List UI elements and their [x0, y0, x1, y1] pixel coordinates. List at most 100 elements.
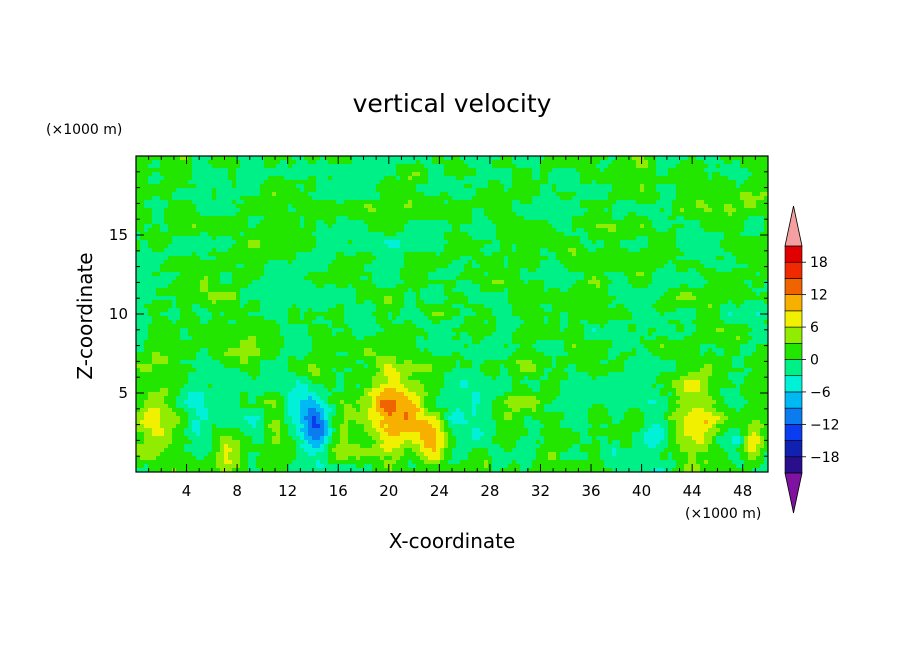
- field-cell: [576, 160, 581, 165]
- field-cell: [680, 168, 685, 173]
- field-cell: [212, 240, 217, 245]
- field-cell: [356, 268, 361, 273]
- field-cell: [520, 204, 525, 209]
- field-cell: [548, 172, 553, 177]
- field-cell: [440, 168, 445, 173]
- field-cell: [252, 248, 257, 253]
- field-cell: [352, 264, 357, 269]
- field-cell: [192, 168, 197, 173]
- field-cell: [580, 256, 585, 261]
- field-cell: [260, 192, 265, 197]
- field-cell: [420, 280, 425, 285]
- field-cell: [504, 248, 509, 253]
- field-cell: [212, 264, 217, 269]
- field-cell: [304, 248, 309, 253]
- field-cell: [320, 256, 325, 261]
- field-cell: [468, 196, 473, 201]
- field-cell: [188, 188, 193, 193]
- field-cell: [540, 180, 545, 185]
- field-cell: [172, 196, 177, 201]
- field-cell: [168, 188, 173, 193]
- field-cell: [460, 164, 465, 169]
- field-cell: [304, 164, 309, 169]
- field-cell: [512, 200, 517, 205]
- field-cell: [220, 216, 225, 221]
- field-cell: [176, 260, 181, 265]
- field-cell: [396, 212, 401, 217]
- field-cell: [760, 172, 765, 177]
- field-cell: [160, 172, 165, 177]
- field-cell: [508, 192, 513, 197]
- field-cell: [592, 232, 597, 237]
- field-cell: [616, 160, 621, 165]
- field-cell: [140, 256, 145, 261]
- field-cell: [468, 220, 473, 225]
- field-cell: [656, 184, 661, 189]
- field-cell: [372, 216, 377, 221]
- field-cell: [716, 184, 721, 189]
- field-cell: [384, 204, 389, 209]
- field-cell: [592, 248, 597, 253]
- field-cell: [396, 216, 401, 221]
- field-cell: [228, 192, 233, 197]
- field-cell: [340, 216, 345, 221]
- field-cell: [708, 204, 713, 209]
- field-cell: [484, 280, 489, 285]
- field-cell: [348, 220, 353, 225]
- field-cell: [676, 208, 681, 213]
- field-cell: [436, 176, 441, 181]
- field-cell: [608, 200, 613, 205]
- field-cell: [724, 276, 729, 281]
- field-cell: [408, 184, 413, 189]
- field-cell: [644, 220, 649, 225]
- field-cell: [712, 220, 717, 225]
- field-cell: [360, 220, 365, 225]
- field-cell: [720, 216, 725, 221]
- field-cell: [580, 156, 585, 161]
- field-cell: [468, 184, 473, 189]
- field-cell: [620, 200, 625, 205]
- field-cell: [404, 272, 409, 277]
- field-cell: [424, 196, 429, 201]
- field-cell: [228, 252, 233, 257]
- field-cell: [360, 232, 365, 237]
- field-cell: [260, 220, 265, 225]
- field-cell: [472, 232, 477, 237]
- field-cell: [312, 236, 317, 241]
- field-cell: [368, 256, 373, 261]
- field-cell: [376, 280, 381, 285]
- field-cell: [600, 208, 605, 213]
- field-cell: [416, 164, 421, 169]
- field-cell: [668, 252, 673, 257]
- field-cell: [736, 168, 741, 173]
- field-cell: [304, 228, 309, 233]
- field-cell: [156, 252, 161, 257]
- field-cell: [260, 180, 265, 185]
- field-cell: [368, 232, 373, 237]
- field-cell: [248, 220, 253, 225]
- field-cell: [536, 224, 541, 229]
- field-cell: [280, 248, 285, 253]
- field-cell: [716, 264, 721, 269]
- field-cell: [188, 200, 193, 205]
- field-cell: [312, 212, 317, 217]
- field-cell: [136, 240, 141, 245]
- field-cell: [576, 224, 581, 229]
- field-cell: [536, 220, 541, 225]
- field-cell: [228, 180, 233, 185]
- field-cell: [508, 168, 513, 173]
- field-cell: [696, 188, 701, 193]
- field-cell: [340, 184, 345, 189]
- field-cell: [216, 276, 221, 281]
- field-cell: [548, 184, 553, 189]
- field-cell: [592, 252, 597, 257]
- field-cell: [204, 160, 209, 165]
- field-cell: [384, 184, 389, 189]
- field-cell: [740, 208, 745, 213]
- field-cell: [736, 260, 741, 265]
- field-cell: [228, 280, 233, 285]
- field-cell: [560, 180, 565, 185]
- field-cell: [596, 164, 601, 169]
- field-cell: [608, 160, 613, 165]
- field-cell: [736, 160, 741, 165]
